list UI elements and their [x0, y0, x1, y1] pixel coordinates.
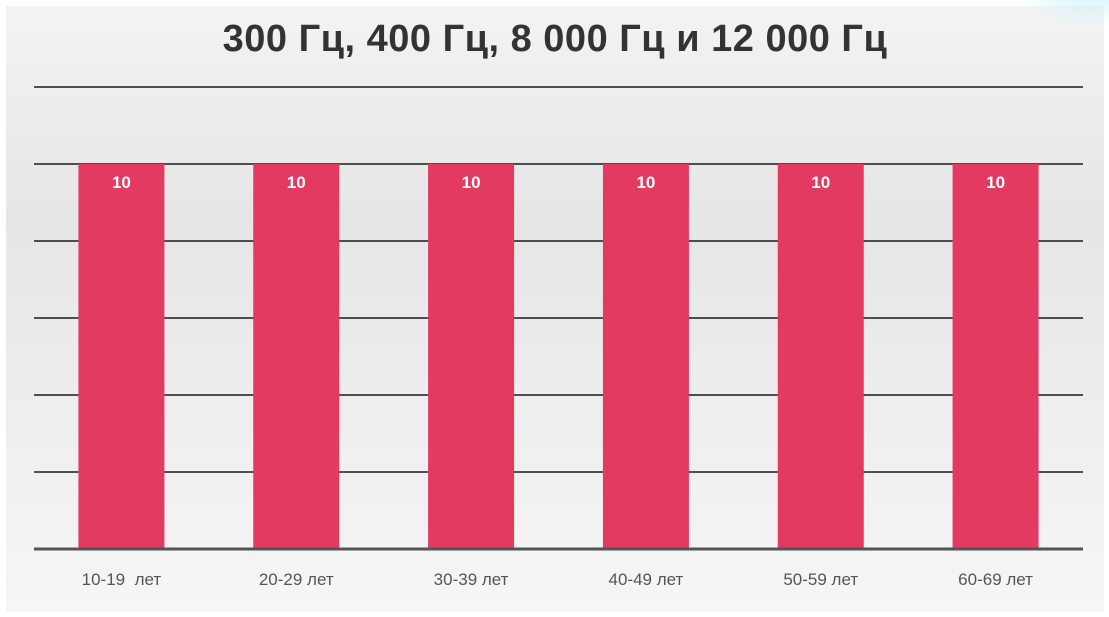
bar-1 — [78, 164, 164, 549]
x-tick-label-5: 50-59 лет — [783, 570, 858, 589]
bar-data-label-4: 10 — [636, 173, 655, 192]
x-tick-label-4: 40-49 лет — [609, 570, 684, 589]
x-tick-label-6: 60-69 лет — [958, 570, 1033, 589]
bar-data-label-3: 10 — [462, 173, 481, 192]
x-tick-label-1: 10-19 лет — [82, 570, 162, 589]
x-tick-label-2: 20-29 лет — [259, 570, 334, 589]
x-tick-label-3: 30-39 лет — [434, 570, 509, 589]
bar-4 — [603, 164, 689, 549]
bar-data-label-1: 10 — [112, 173, 131, 192]
bar-data-label-6: 10 — [986, 173, 1005, 192]
bar-2 — [253, 164, 339, 549]
bar-data-label-2: 10 — [287, 173, 306, 192]
bar-5 — [778, 164, 864, 549]
bar-3 — [428, 164, 514, 549]
bar-data-label-5: 10 — [811, 173, 830, 192]
bar-6 — [953, 164, 1039, 549]
